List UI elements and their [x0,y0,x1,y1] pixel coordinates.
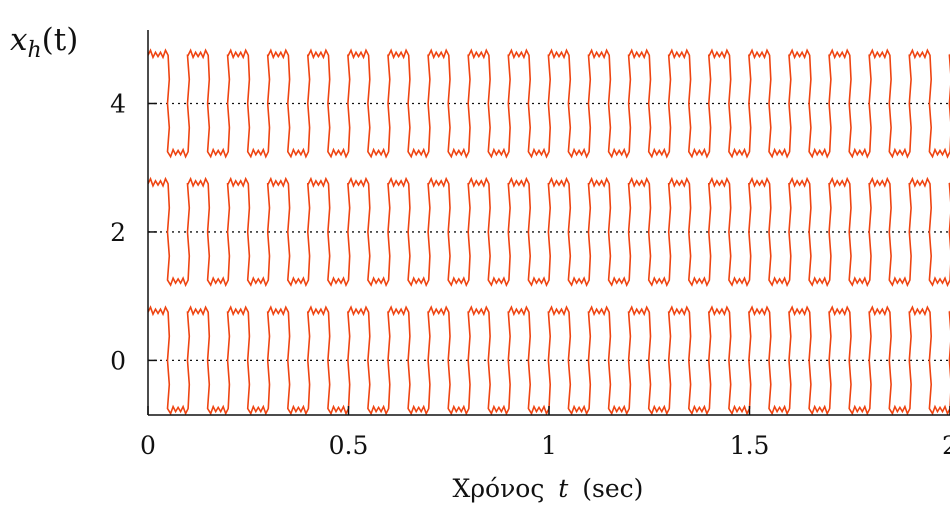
x-axis-title-variable: t [558,474,569,503]
y-tick-label: 0 [110,346,126,375]
x-tick-label: 1 [541,431,557,460]
y-tick-label: 2 [110,218,126,247]
tick-group: 0 0.5 1 1.5 2 0 2 4 [110,89,950,460]
baseline-group [148,102,950,362]
x-tick-label: 1.5 [730,431,770,460]
y-axis-title: xh(t) [10,22,78,63]
waveform-series [148,305,950,415]
x-tick-label: 2 [942,431,950,460]
y-tick-label: 4 [110,89,126,118]
series-group [148,48,950,415]
x-tick-label: 0 [140,431,156,460]
x-tick-label: 0.5 [329,431,369,460]
x-axis-title-word: Χρόνος [453,474,545,503]
x-axis-title: Χρόνος t (sec) [453,474,644,503]
waveform-series [148,176,950,288]
x-axis-title-unit: (sec) [582,474,643,503]
waveform-series [148,48,950,159]
